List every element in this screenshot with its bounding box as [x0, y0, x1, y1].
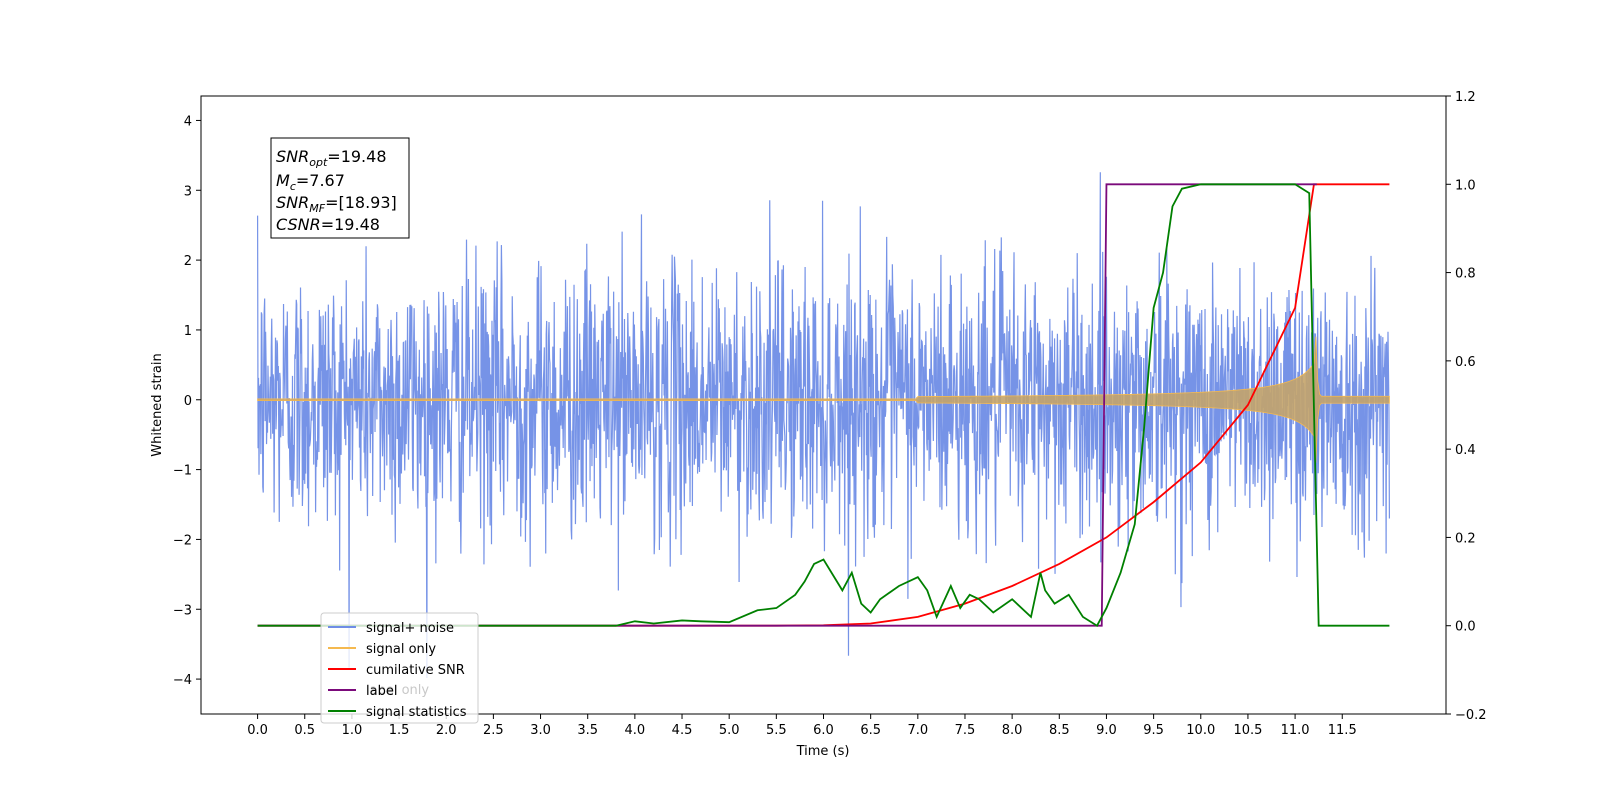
info-chirp-mass: Mc=7.67 [276, 171, 345, 193]
x-tick-label: 5.5 [766, 723, 787, 738]
y-right-tick-label: 0.2 [1455, 531, 1476, 546]
y-right-tick-label: 1.2 [1455, 90, 1476, 105]
x-tick-label: 3.0 [530, 723, 551, 738]
y-left-tick-label: −2 [173, 533, 192, 548]
x-tick-label: 8.5 [1049, 723, 1070, 738]
y-right-tick-label: 0.6 [1455, 355, 1476, 370]
x-tick-label: 6.5 [860, 723, 881, 738]
y-left-tick-label: 3 [184, 184, 192, 199]
info-csnr: CSNR=19.48 [276, 215, 380, 234]
x-tick-label: 0.0 [247, 723, 268, 738]
y-axis-right: −0.2 0.0 0.2 0.4 0.6 0.8 1.0 1.2 [1446, 90, 1487, 723]
series-signal-statistics-line [257, 183, 1390, 627]
legend-frame [320, 612, 479, 724]
y-left-tick-label: −1 [173, 464, 192, 479]
y-right-tick-label: −0.2 [1455, 708, 1487, 723]
y-right-tick-label: 0.8 [1455, 267, 1476, 282]
legend: label only signal+ noise signal only cumil… [320, 612, 479, 724]
series-label-line [257, 183, 1317, 627]
y-right-tick-label: 0.0 [1455, 620, 1476, 635]
x-tick-label: 7.5 [955, 723, 976, 738]
info-box-frame [270, 137, 410, 239]
x-tick-label: 2.5 [483, 723, 504, 738]
x-tick-label: 6.0 [813, 723, 834, 738]
info-snr-opt: SNRopt=19.48 [276, 147, 387, 169]
y-left-tick-label: 4 [184, 114, 192, 129]
x-tick-label: 7.0 [907, 723, 928, 738]
x-axis: 0.0 0.5 1.0 1.5 2.0 2.5 3.0 3.5 4.0 4.5 5.0 5.5 6.0 6… [247, 714, 1357, 738]
legend-label: signal only [366, 642, 436, 657]
y-right-tick-label: 1.0 [1455, 178, 1476, 193]
x-tick-label: 4.0 [625, 723, 646, 738]
y-axis-left: −4 −3 −2 −1 0 1 2 3 4 [173, 114, 201, 688]
legend-label: cumilative SNR [366, 663, 465, 678]
x-tick-label: 1.5 [389, 723, 410, 738]
legend-occluded-label: label only [366, 683, 429, 698]
y-left-tick-label: −3 [173, 603, 192, 618]
x-tick-label: 0.5 [294, 723, 315, 738]
y-right-tick-label: 0.4 [1455, 443, 1476, 458]
info-box: SNRopt=19.48 Mc=7.67 SNRMF=[18.93] CSNR=… [270, 137, 410, 239]
x-tick-label: 1.0 [342, 723, 363, 738]
y-left-tick-label: 1 [184, 324, 192, 339]
x-tick-label: 5.0 [719, 723, 740, 738]
y-left-tick-label: 2 [184, 254, 192, 269]
series-cumulative-snr-line [257, 183, 1390, 627]
y-left-tick-label: 0 [184, 394, 192, 409]
plot-area [256, 172, 1391, 678]
x-tick-label: 3.5 [577, 723, 598, 738]
y-axis-label: Whitened strain [150, 353, 165, 456]
legend-label: signal statistics [366, 705, 467, 720]
info-snr-mf: SNRMF=[18.93] [276, 193, 397, 215]
x-tick-label: 9.0 [1096, 723, 1117, 738]
series-signal-only-fill [257, 336, 1390, 463]
x-tick-label: 11.5 [1328, 723, 1357, 738]
x-tick-label: 11.0 [1281, 723, 1310, 738]
x-tick-label: 10.0 [1186, 723, 1215, 738]
x-tick-label: 8.0 [1002, 723, 1023, 738]
legend-label: label [366, 684, 397, 699]
x-tick-label: 9.5 [1143, 723, 1164, 738]
x-axis-label: Time (s) [796, 744, 850, 759]
y-left-tick-label: −4 [173, 673, 192, 688]
legend-label: signal+ noise [366, 621, 454, 636]
x-tick-label: 4.5 [672, 723, 693, 738]
x-tick-label: 2.0 [436, 723, 457, 738]
x-tick-label: 10.5 [1233, 723, 1262, 738]
series-signal-noise-line [256, 172, 1391, 678]
